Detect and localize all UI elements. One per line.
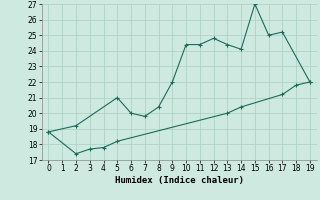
X-axis label: Humidex (Indice chaleur): Humidex (Indice chaleur) — [115, 176, 244, 185]
